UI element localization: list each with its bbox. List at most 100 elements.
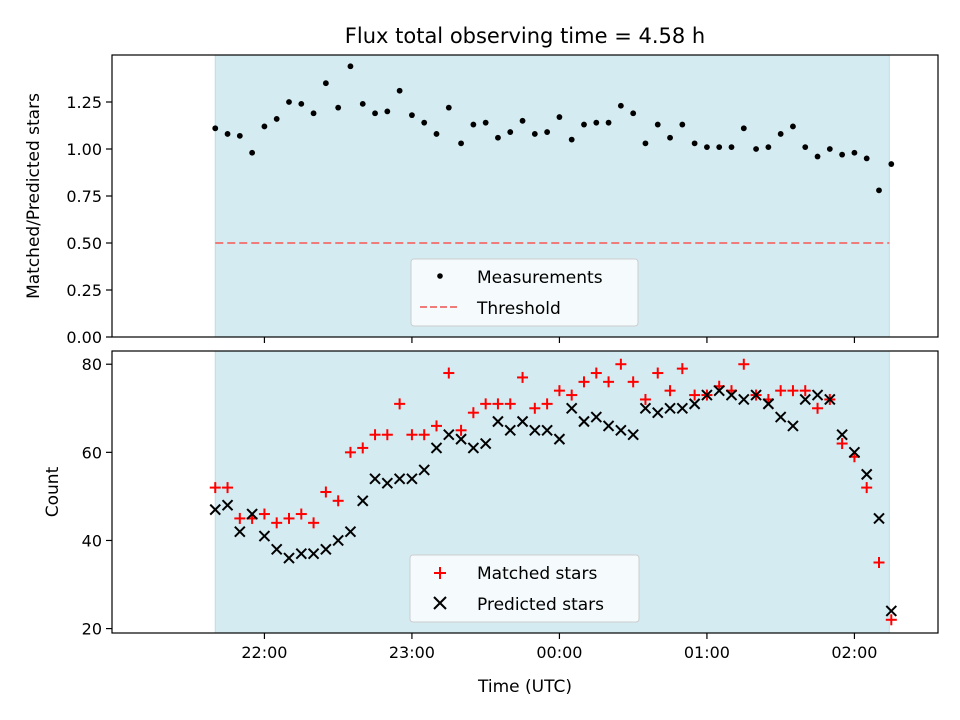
top-legend-box <box>410 258 639 327</box>
measurement-point <box>876 187 882 194</box>
measurement-point <box>236 132 243 139</box>
measurement-point <box>347 63 354 70</box>
measurement-point <box>470 121 477 128</box>
matched-point <box>566 389 578 401</box>
matched-point <box>258 508 270 520</box>
predicted-point <box>860 468 873 481</box>
predicted-point <box>676 402 689 414</box>
predicted-point <box>320 543 332 555</box>
measurement-point <box>790 123 796 130</box>
bot-ytick-label: 60 <box>82 443 102 462</box>
predicted-point <box>787 420 799 432</box>
top-ytick-label: 1.00 <box>66 140 102 159</box>
predicted-point <box>713 384 725 397</box>
predicted-point <box>369 473 381 485</box>
matched-point <box>541 398 553 410</box>
matched-point <box>676 363 688 375</box>
predicted-point <box>246 508 258 520</box>
measurement-point <box>593 119 600 126</box>
predicted-point <box>688 398 701 410</box>
matched-point <box>664 385 676 397</box>
matched-point <box>517 371 529 383</box>
predicted-point <box>639 402 652 414</box>
legend-matched-label: Matched stars <box>477 564 597 584</box>
measurement-point <box>888 161 895 167</box>
matched-point <box>504 398 516 410</box>
measurement-point <box>642 140 649 147</box>
matched-point <box>344 446 356 458</box>
matched-point <box>394 398 406 410</box>
measurement-point <box>851 149 858 156</box>
predicted-point <box>492 415 504 428</box>
measurement-point <box>519 117 526 124</box>
measurement-point <box>802 144 809 151</box>
measurement-point <box>359 100 366 107</box>
top-legend: Measurements Threshold <box>410 258 639 327</box>
bot-ytick-label: 40 <box>82 531 102 550</box>
predicted-point <box>393 473 406 485</box>
measurement-point <box>630 110 637 117</box>
predicted-point <box>738 393 750 406</box>
xtick-label: 23:00 <box>389 643 435 662</box>
measurement-point <box>605 119 612 126</box>
matched-point <box>689 389 701 401</box>
predicted-point <box>430 442 443 454</box>
matched-point <box>836 438 848 450</box>
predicted-point <box>234 525 246 538</box>
matched-point <box>381 429 393 441</box>
matched-point <box>283 512 295 524</box>
measurement-point <box>335 104 342 111</box>
predicted-point <box>295 547 308 560</box>
matched-point <box>553 385 565 397</box>
predicted-point <box>762 398 775 410</box>
matched-point <box>578 376 590 388</box>
matched-point <box>639 393 651 405</box>
predicted-point <box>590 411 603 423</box>
matched-point <box>320 486 332 498</box>
measurement-point <box>372 110 378 117</box>
matched-point <box>652 367 664 379</box>
predicted-point <box>725 389 738 401</box>
measurement-point <box>777 131 784 137</box>
chart-title: Flux total observing time = 4.58 h <box>345 24 705 48</box>
measurement-point <box>286 99 292 105</box>
matched-point <box>369 429 381 441</box>
predicted-point <box>357 495 369 507</box>
measurement-point <box>839 151 846 158</box>
measurement-point <box>716 144 723 151</box>
matched-point <box>590 367 602 379</box>
legend-predicted-label: Predicted stars <box>477 595 604 615</box>
matched-point <box>406 429 418 441</box>
predicted-point <box>553 433 566 445</box>
measurement-point <box>458 140 464 147</box>
measurement-point <box>249 149 256 156</box>
legend-matched-marker <box>434 567 446 579</box>
legend-predicted-marker <box>433 596 447 610</box>
predicted-point <box>307 547 320 560</box>
predicted-point <box>750 389 762 401</box>
predicted-point <box>258 530 271 542</box>
matched-point <box>529 402 541 414</box>
matched-point <box>295 508 307 520</box>
predicted-point <box>824 393 836 406</box>
matched-point <box>812 402 824 414</box>
legend-measurements-marker <box>437 273 443 279</box>
predicted-point <box>270 543 283 555</box>
predicted-point <box>615 424 627 437</box>
measurement-point <box>654 121 661 128</box>
measurement-point <box>298 100 305 107</box>
xtick-label: 00:00 <box>536 643 582 662</box>
predicted-point <box>467 442 480 454</box>
predicted-point <box>565 402 578 414</box>
top-ytick-label: 0.75 <box>66 187 102 206</box>
bottom-plot-frame <box>111 350 939 634</box>
predicted-point <box>504 424 516 437</box>
matched-point <box>357 442 369 454</box>
legend-threshold-label: Threshold <box>476 299 561 319</box>
xtick-label: 22:00 <box>241 643 287 662</box>
x-axis-label: Time (UTC) <box>477 677 572 697</box>
matched-point <box>418 429 430 441</box>
measurement-point <box>507 129 514 135</box>
measurement-point <box>704 144 710 151</box>
